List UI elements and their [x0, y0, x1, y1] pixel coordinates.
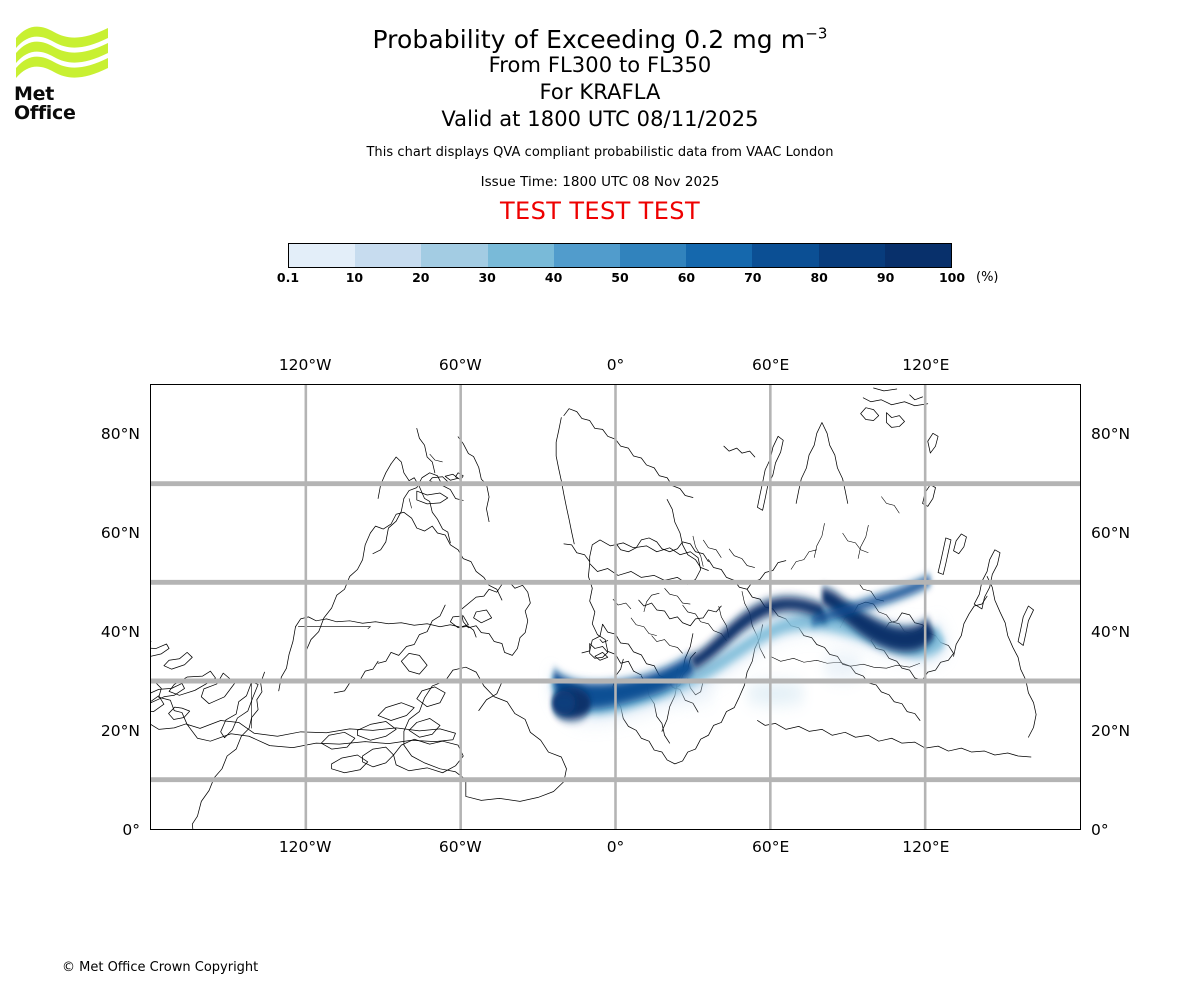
lon-tick-bottom-120°W: 120°W: [278, 838, 332, 856]
valid-time-subtitle: Valid at 1800 UTC 08/11/2025: [441, 107, 759, 131]
lat-tick-right-0°: 0°: [1091, 821, 1109, 839]
colorbar-tick-50: 50: [611, 270, 629, 285]
flight-level-subtitle: From FL300 to FL350: [488, 53, 712, 77]
colorbar-tick-labels: 0.1 10 20 30 40 50 60 70 80 90 100: [277, 270, 965, 288]
map-plot-area: [150, 384, 1081, 830]
colorbar-tick-100: 100: [938, 270, 966, 285]
lon-tick-bottom-120°E: 120°E: [902, 838, 950, 856]
colorbar-band-8: [818, 244, 885, 267]
lat-tick-left-60°N: 60°N: [100, 523, 140, 542]
lon-tick-top-120°W: 120°W: [278, 356, 332, 374]
colorbar-tick-70: 70: [744, 270, 762, 285]
lat-tick-left-0°: 0°: [122, 821, 140, 839]
colorbar-tick-90: 90: [876, 270, 895, 285]
lat-tick-left-80°N: 80°N: [100, 424, 140, 443]
colorbar-tick-80: 80: [810, 270, 828, 285]
colorbar-gradient: [288, 243, 952, 268]
colorbar-unit-label: (%): [976, 270, 999, 285]
volcano-subtitle: For KRAFLA: [539, 80, 661, 104]
lat-tick-right-60°N: 60°N: [1091, 523, 1131, 542]
met-office-logo: Met Office: [14, 22, 114, 123]
colorbar-band-2: [421, 244, 488, 267]
met-office-wordmark: Met Office: [14, 83, 76, 124]
ash-plume-layer: [548, 575, 951, 721]
colorbar-band-7: [752, 244, 819, 267]
lon-tick-top-0°: 0°: [606, 356, 625, 374]
gridlines-layer: [151, 385, 1080, 829]
colorbar-tick-40: 40: [544, 270, 563, 285]
lon-tick-bottom-60°W: 60°W: [438, 838, 482, 856]
lat-tick-left-40°N: 40°N: [100, 622, 140, 641]
met-office-wave-icon: [16, 26, 108, 78]
colorbar-tick-0.1: 0.1: [276, 270, 300, 285]
colorbar-tick-60: 60: [677, 270, 696, 285]
colorbar-tick-10: 10: [345, 270, 364, 285]
lon-tick-top-60°W: 60°W: [438, 356, 482, 374]
coastlines-layer: [151, 388, 1036, 829]
issue-time: Issue Time: 1800 UTC 08 Nov 2025: [480, 174, 720, 190]
colorbar-tick-30: 30: [478, 270, 496, 285]
lon-tick-bottom-0°: 0°: [606, 838, 625, 856]
colorbar-band-9: [884, 244, 952, 267]
lon-tick-bottom-60°E: 60°E: [752, 838, 790, 856]
colorbar-band-1: [355, 244, 422, 267]
page-title: Probability of Exceeding 0.2 mg m−3: [0, 0, 1200, 52]
colorbar-band-0: [289, 244, 356, 267]
test-banner: TEST TEST TEST: [499, 197, 700, 225]
page-title-text: Probability of Exceeding 0.2 mg m: [372, 25, 806, 54]
qva-note: This chart displays QVA compliant probab…: [366, 145, 834, 160]
copyright-footer: © Met Office Crown Copyright: [62, 960, 259, 975]
lat-tick-right-20°N: 20°N: [1091, 721, 1131, 740]
page-title-exponent: −3: [805, 24, 828, 43]
colorbar: 0.1 10 20 30 40 50 60 70 80 90 100: [277, 243, 965, 288]
title-block: Probability of Exceeding 0.2 mg m−3 From…: [0, 0, 1200, 225]
lat-tick-right-40°N: 40°N: [1091, 622, 1131, 641]
colorbar-band-3: [487, 244, 554, 267]
colorbar-band-4: [553, 244, 621, 267]
colorbar-band-6: [686, 244, 753, 267]
lat-tick-right-80°N: 80°N: [1091, 424, 1131, 443]
lon-tick-top-120°E: 120°E: [902, 356, 950, 374]
colorbar-tick-20: 20: [412, 270, 430, 285]
lat-tick-left-20°N: 20°N: [100, 721, 140, 740]
colorbar-band-5: [620, 244, 687, 267]
lon-tick-top-60°E: 60°E: [752, 356, 790, 374]
